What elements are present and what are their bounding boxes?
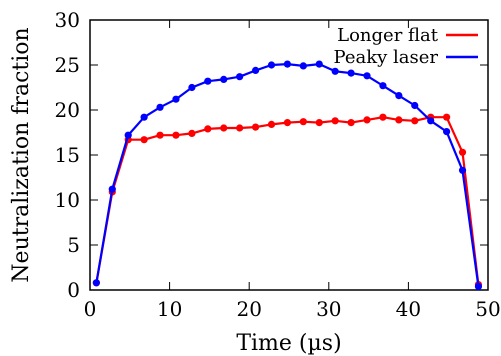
data-point bbox=[236, 73, 244, 81]
y-tick-label: 15 bbox=[55, 143, 80, 167]
y-tick-label: 30 bbox=[55, 8, 80, 32]
y-axis-title: Neutralization fraction bbox=[9, 27, 34, 282]
axis-ticks: 0 10 20 30 40 50 0 5 10 15 20 25 30 bbox=[55, 8, 501, 321]
data-point bbox=[92, 279, 100, 287]
data-point bbox=[172, 95, 180, 103]
data-point bbox=[299, 118, 307, 126]
x-tick-label: 10 bbox=[157, 297, 182, 321]
data-point bbox=[315, 119, 323, 127]
data-point bbox=[204, 125, 212, 133]
series-line-2 bbox=[95, 62, 480, 287]
x-tick-label: 30 bbox=[316, 297, 341, 321]
data-point bbox=[204, 77, 212, 85]
data-point bbox=[188, 129, 196, 137]
data-point bbox=[156, 131, 164, 139]
data-point bbox=[331, 67, 339, 75]
data-point bbox=[427, 117, 435, 125]
data-point bbox=[267, 61, 276, 69]
data-point bbox=[267, 120, 276, 128]
y-tick-label: 20 bbox=[55, 98, 80, 122]
data-point bbox=[411, 117, 419, 125]
data-point bbox=[458, 148, 467, 156]
data-point bbox=[283, 119, 292, 127]
data-point bbox=[108, 185, 116, 193]
data-point bbox=[347, 119, 355, 127]
data-point bbox=[363, 116, 371, 124]
legend-label: Longer flat bbox=[337, 25, 439, 46]
y-tick-label: 10 bbox=[55, 188, 80, 212]
data-point bbox=[458, 166, 467, 174]
data-point bbox=[443, 128, 451, 136]
data-point bbox=[220, 124, 228, 132]
data-point bbox=[156, 103, 164, 111]
series-line-1 bbox=[95, 116, 480, 285]
data-point bbox=[251, 66, 260, 74]
data-point bbox=[124, 131, 132, 139]
data-point bbox=[379, 82, 387, 90]
y-tick-label: 5 bbox=[67, 233, 80, 257]
data-point bbox=[395, 92, 403, 100]
data-point bbox=[395, 116, 403, 124]
data-point bbox=[443, 113, 451, 121]
data-point bbox=[251, 123, 260, 131]
y-tick-label: 25 bbox=[55, 53, 80, 77]
series-layer bbox=[92, 60, 483, 290]
x-tick-label: 40 bbox=[396, 297, 421, 321]
y-tick-label: 0 bbox=[67, 278, 80, 302]
data-point bbox=[188, 83, 196, 92]
data-point bbox=[347, 69, 355, 77]
x-tick-label: 20 bbox=[236, 297, 261, 321]
data-point bbox=[474, 282, 483, 290]
data-point bbox=[140, 136, 148, 144]
data-point bbox=[363, 72, 371, 80]
data-point bbox=[172, 131, 180, 139]
data-point bbox=[379, 113, 387, 121]
data-point bbox=[315, 60, 323, 68]
x-axis-title: Time (µs) bbox=[236, 331, 341, 356]
data-point bbox=[331, 117, 339, 125]
data-point bbox=[411, 101, 419, 110]
data-point bbox=[220, 75, 228, 83]
data-point bbox=[283, 60, 292, 68]
x-tick-label: 0 bbox=[84, 297, 97, 321]
x-tick-label: 50 bbox=[475, 297, 500, 321]
data-point bbox=[236, 124, 244, 132]
data-point bbox=[299, 62, 307, 70]
data-point bbox=[140, 113, 148, 121]
legend-label: Peaky laser bbox=[334, 47, 439, 68]
